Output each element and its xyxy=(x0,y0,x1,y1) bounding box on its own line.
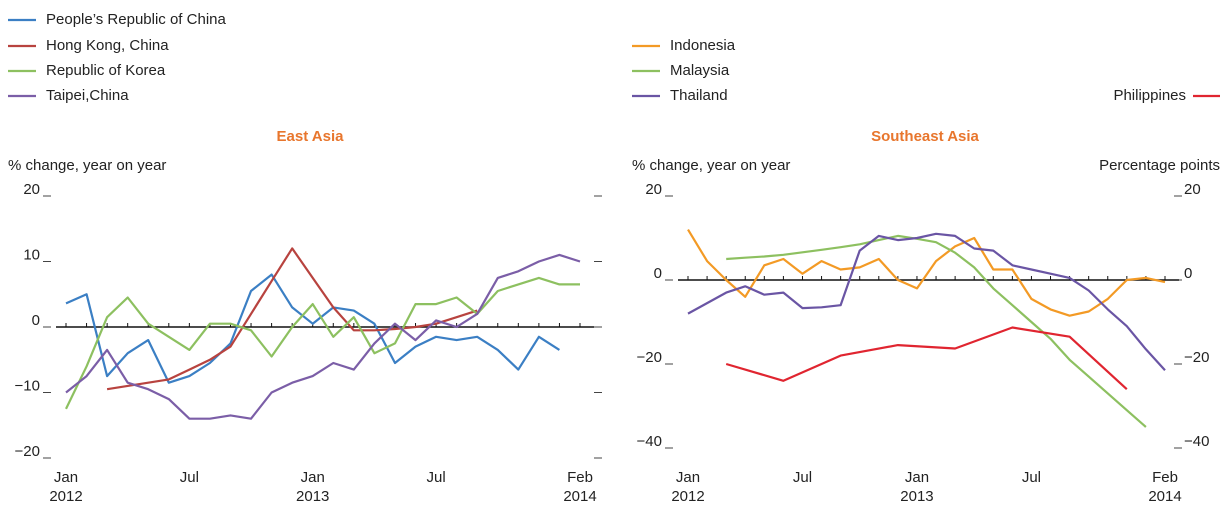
legend-label: Indonesia xyxy=(670,37,736,54)
series-line xyxy=(65,253,581,420)
x-tick-label: Feb xyxy=(1152,469,1178,486)
series-line xyxy=(687,229,1166,317)
x-tick-label: Jul xyxy=(1022,469,1041,486)
legend-label: People’s Republic of China xyxy=(46,11,226,28)
legend-label: Philippines xyxy=(1113,87,1186,104)
x-tick-label: Jan xyxy=(905,469,929,486)
series-line xyxy=(725,326,1128,391)
legend-label: Republic of Korea xyxy=(46,62,166,79)
x-tick-year: 2014 xyxy=(1148,488,1181,505)
x-tick-label: Jan xyxy=(301,469,325,486)
legend-label: Malaysia xyxy=(670,62,730,79)
x-tick-label: Feb xyxy=(567,469,593,486)
series-line xyxy=(687,232,1166,372)
legend-label: Thailand xyxy=(670,87,728,104)
legend-label: Hong Kong, China xyxy=(46,37,169,54)
x-tick-year: 2013 xyxy=(296,488,329,505)
y-tick-label: 20 xyxy=(23,181,40,198)
y-tick-label: −20 xyxy=(637,349,662,366)
y2-axis-label: Percentage points xyxy=(1099,157,1220,174)
x-tick-year: 2013 xyxy=(900,488,933,505)
y-tick-label: −10 xyxy=(15,377,40,394)
chart-title: Southeast Asia xyxy=(871,128,979,145)
y-axis-label: % change, year on year xyxy=(8,157,166,174)
legend-label: Taipei,China xyxy=(46,87,129,104)
x-tick-label: Jan xyxy=(676,469,700,486)
series-line xyxy=(726,234,1147,428)
x-tick-label: Jul xyxy=(180,469,199,486)
y-tick-label: 10 xyxy=(23,246,40,263)
y2-tick-label: −20 xyxy=(1184,349,1209,366)
series-line xyxy=(65,273,560,384)
y2-tick-label: 0 xyxy=(1184,265,1192,282)
x-tick-label: Jul xyxy=(426,469,445,486)
x-tick-year: 2014 xyxy=(563,488,596,505)
series-line xyxy=(106,247,478,391)
x-tick-year: 2012 xyxy=(49,488,82,505)
y-tick-label: −20 xyxy=(15,443,40,460)
y-tick-label: 0 xyxy=(654,265,662,282)
x-tick-label: Jul xyxy=(793,469,812,486)
x-tick-label: Jan xyxy=(54,469,78,486)
series-line xyxy=(65,276,580,410)
x-tick-year: 2012 xyxy=(671,488,704,505)
y-axis-label: % change, year on year xyxy=(632,157,790,174)
y-tick-label: 0 xyxy=(32,312,40,329)
chart-title: East Asia xyxy=(277,128,345,145)
y-tick-label: −40 xyxy=(637,433,662,450)
y2-tick-label: 20 xyxy=(1184,181,1201,198)
y2-tick-label: −40 xyxy=(1184,433,1209,450)
y-tick-label: 20 xyxy=(645,181,662,198)
